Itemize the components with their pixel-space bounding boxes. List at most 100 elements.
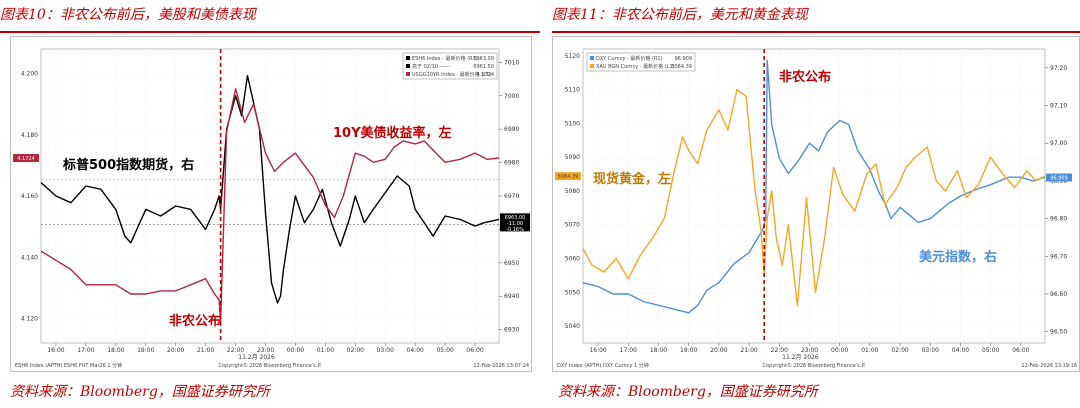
series-line-usgg10yr-index <box>40 88 500 323</box>
y-right-tick-label: 6990 <box>504 126 519 133</box>
x-tick-label: 17:00 <box>620 347 637 354</box>
legend-value: 4.1724 <box>477 72 495 78</box>
y-left-tick-label: 4.180 <box>21 132 38 139</box>
y-right-tick-label: 97.10 <box>1050 103 1067 110</box>
series-line-xau-bgn-curncy <box>582 88 1046 307</box>
x-tick-label: 01:00 <box>861 347 878 354</box>
date-label: 11.2月 2026 <box>782 354 819 361</box>
title-rule <box>552 31 1080 33</box>
y-left-tick-label: 5080 <box>565 188 580 195</box>
x-tick-label: 06:00 <box>1012 347 1029 354</box>
annotation-nfp: 非农公布 <box>169 313 221 329</box>
x-tick-label: 20:00 <box>710 347 727 354</box>
legend-swatch <box>406 64 410 68</box>
plot-border <box>582 48 1046 344</box>
x-tick-label: 04:00 <box>952 347 969 354</box>
y-left-tick-label: 4.160 <box>21 193 38 200</box>
y-right-tick-label: 6940 <box>504 293 519 300</box>
annotation-gold: 现货黄金，左 <box>593 171 671 187</box>
y-right-tick-label: 7010 <box>504 59 519 66</box>
y-right-tick-label: 97.20 <box>1050 65 1067 72</box>
y-left-tick-label: 4.140 <box>21 254 38 261</box>
y-left-tick-label: 5070 <box>565 222 580 229</box>
legend-box <box>586 52 696 72</box>
footer-copyright: Copyright© 2026 Bloomberg Finance L.P. <box>762 362 865 369</box>
legend-label: 高于 02/10 ------ <box>412 63 451 70</box>
x-tick-label: 20:00 <box>167 347 184 354</box>
chart-area: 16:00 17:00 18:00 19:00 20:00 21:00 22:00 23:00… <box>552 36 1080 372</box>
annotation-ust: 10Y美债收益率，左 <box>333 125 452 141</box>
left-price-tag-text: 5084.39 <box>558 174 579 180</box>
legend-swatch <box>406 72 410 76</box>
x-tick-label: 04:00 <box>407 347 424 354</box>
x-tick-label: 18:00 <box>107 347 124 354</box>
figure-10-panel: 图表10：非农公布前后，美股和美债表现 16:00 17:00 18:00 19:00… <box>0 7 540 400</box>
x-tick-label: 19:00 <box>137 347 154 354</box>
source-note: 资料来源：Bloomberg，国盛证券研究所 <box>558 384 818 400</box>
y-left-tick-label: 5040 <box>565 323 580 330</box>
legend-swatch <box>590 64 594 68</box>
y-right-tick-label: 96.60 <box>1050 291 1067 298</box>
legend-swatch <box>590 56 594 60</box>
date-label: 11.2月 2026 <box>238 354 275 361</box>
x-tick-label: 02:00 <box>891 347 908 354</box>
y-right-tick-label: 96.80 <box>1050 216 1067 223</box>
y-right-tick-label: 6930 <box>504 327 519 334</box>
y-left-tick-label: 5120 <box>565 53 580 60</box>
annotation-dxy: 美元指数，右 <box>919 249 997 265</box>
x-tick-label: 01:00 <box>317 347 334 354</box>
legend-label: XAU BGN Curncy - 最新价格 (L1) <box>596 63 675 70</box>
legend-label: ESH6 Index - 最新价格 (R1) <box>412 55 478 62</box>
y-right-tick-label: 6970 <box>504 193 519 200</box>
x-tick-label: 23:00 <box>801 347 818 354</box>
right-price-tag-text: -11.00 <box>507 221 523 227</box>
source-note: 资料来源：Bloomberg，国盛证券研究所 <box>10 384 270 400</box>
footer-left: DXY Index (APTH) DXY Curncy 1 分钟 <box>557 362 649 369</box>
legend-swatch <box>406 56 410 60</box>
footer-copyright: Copyright© 2026 Bloomberg Finance L.P. <box>218 362 321 369</box>
right-price-tag <box>500 213 530 232</box>
chart-canvas: 16:00 17:00 18:00 19:00 20:00 21:00 22:00 23:00… <box>13 48 530 369</box>
left-price-tag-text: 4.1724 <box>17 156 35 162</box>
y-right-tick-label: 96.70 <box>1050 253 1067 260</box>
legend-label: USGG10YR Index - 最新价格 (L1) <box>412 71 491 78</box>
legend-value: 5084.39 <box>671 64 692 70</box>
x-tick-label: 00:00 <box>287 347 304 354</box>
title-rule <box>0 31 540 33</box>
annotation-nfp: 非农公布 <box>779 69 831 85</box>
right-price-tag-text: 96.909 <box>1050 176 1068 182</box>
y-right-tick-label: 6980 <box>504 160 519 167</box>
y-left-tick-label: 4.120 <box>21 316 38 323</box>
y-left-tick-label: 5110 <box>565 87 580 94</box>
series-line-esh6-index <box>40 75 500 304</box>
right-price-tag <box>1046 173 1072 182</box>
footer-right: 12-Feb-2026 13:19:16 <box>1021 363 1077 369</box>
x-tick-label: 16:00 <box>589 347 606 354</box>
x-tick-label: 05:00 <box>982 347 999 354</box>
figure-title: 图表11：非农公布前后，美元和黄金表现 <box>552 7 808 23</box>
figure-11-panel: 图表11：非农公布前后，美元和黄金表现 16:00 17:00 18:00 19:00… <box>552 0 1080 408</box>
y-right-tick-label: 96.50 <box>1050 329 1067 336</box>
footer-left: ESH6 Index (APTH) ESH6 FUT Mar26 1 分钟 <box>15 362 122 369</box>
left-price-tag <box>555 172 581 181</box>
footer-right: 12-Feb-2026 13:07:24 <box>473 363 529 369</box>
x-tick-label: 21:00 <box>740 347 757 354</box>
y-right-tick-label: 6950 <box>504 260 519 267</box>
annotation-spx: 标普500指数期货，右 <box>62 157 194 173</box>
x-tick-label: 17:00 <box>77 347 94 354</box>
x-tick-label: 16:00 <box>47 347 64 354</box>
chart-area: 16:00 17:00 18:00 19:00 20:00 21:00 22:00 23:00… <box>10 36 532 372</box>
legend-box <box>402 52 498 80</box>
figure-title: 图表10：非农公布前后，美股和美债表现 <box>0 7 256 23</box>
right-price-tag-text: -0.16% <box>506 227 524 233</box>
left-price-tag <box>13 154 39 163</box>
y-right-tick-label: 7000 <box>504 93 519 100</box>
x-tick-label: 06:00 <box>466 347 483 354</box>
legend-value: 96.909 <box>675 56 693 62</box>
x-tick-label: 22:00 <box>227 347 244 354</box>
y-left-tick-label: 5050 <box>565 289 580 296</box>
x-tick-label: 05:00 <box>436 347 453 354</box>
x-tick-label: 23:00 <box>257 347 274 354</box>
x-tick-label: 22:00 <box>771 347 788 354</box>
x-tick-label: 02:00 <box>347 347 364 354</box>
